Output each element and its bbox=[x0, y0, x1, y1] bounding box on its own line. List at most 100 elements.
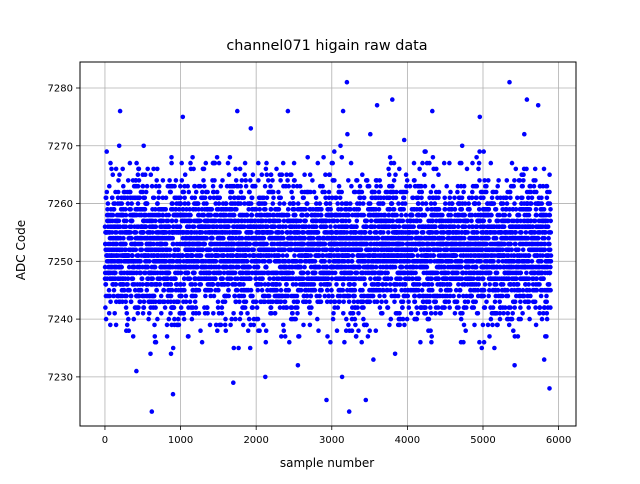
data-point bbox=[184, 300, 189, 305]
data-point bbox=[364, 323, 369, 328]
data-point bbox=[106, 201, 111, 206]
data-point bbox=[120, 201, 125, 206]
data-point bbox=[296, 363, 301, 368]
data-point bbox=[182, 288, 187, 293]
data-point bbox=[368, 300, 373, 305]
data-point bbox=[255, 288, 260, 293]
data-point bbox=[427, 161, 432, 166]
data-point bbox=[388, 282, 393, 287]
data-point bbox=[287, 288, 292, 293]
data-point bbox=[289, 172, 294, 177]
data-point bbox=[349, 161, 354, 166]
data-point bbox=[247, 190, 252, 195]
data-point bbox=[243, 161, 248, 166]
data-point bbox=[236, 346, 241, 351]
data-point bbox=[229, 276, 234, 281]
data-point bbox=[256, 317, 261, 322]
data-point bbox=[168, 248, 173, 253]
data-point bbox=[169, 294, 174, 299]
data-point bbox=[111, 213, 116, 218]
data-point bbox=[429, 334, 434, 339]
data-point bbox=[388, 155, 393, 160]
data-point bbox=[402, 196, 407, 201]
data-point bbox=[452, 196, 457, 201]
data-point bbox=[470, 161, 475, 166]
data-point bbox=[179, 201, 184, 206]
data-point bbox=[108, 323, 113, 328]
data-point bbox=[467, 207, 472, 212]
data-point bbox=[430, 282, 435, 287]
data-point bbox=[220, 276, 225, 281]
data-point bbox=[282, 201, 287, 206]
data-point bbox=[427, 300, 432, 305]
data-point bbox=[197, 311, 202, 316]
data-point bbox=[256, 265, 261, 270]
data-point bbox=[220, 178, 225, 183]
data-point bbox=[393, 288, 398, 293]
data-point bbox=[211, 184, 216, 189]
data-point bbox=[363, 230, 368, 235]
data-point bbox=[238, 184, 243, 189]
data-point bbox=[459, 161, 464, 166]
data-point bbox=[345, 132, 350, 137]
data-point bbox=[470, 196, 475, 201]
data-point bbox=[420, 288, 425, 293]
data-point bbox=[401, 219, 406, 224]
data-point bbox=[330, 294, 335, 299]
data-point bbox=[117, 172, 122, 177]
data-point bbox=[238, 167, 243, 172]
data-point bbox=[455, 271, 460, 276]
data-point bbox=[400, 265, 405, 270]
data-point bbox=[455, 300, 460, 305]
data-point bbox=[143, 207, 148, 212]
data-point bbox=[382, 294, 387, 299]
data-point bbox=[462, 323, 467, 328]
data-point bbox=[215, 328, 220, 333]
data-point bbox=[251, 172, 256, 177]
data-point bbox=[460, 144, 465, 149]
data-point bbox=[303, 207, 308, 212]
data-point bbox=[355, 305, 360, 310]
data-point bbox=[448, 282, 453, 287]
data-point bbox=[170, 219, 175, 224]
data-point bbox=[248, 178, 253, 183]
data-point bbox=[341, 288, 346, 293]
data-point bbox=[465, 230, 470, 235]
data-point bbox=[128, 207, 133, 212]
data-point bbox=[148, 352, 153, 357]
data-point bbox=[478, 115, 483, 120]
data-point bbox=[226, 282, 231, 287]
data-point bbox=[327, 259, 332, 264]
data-point bbox=[234, 207, 239, 212]
data-point bbox=[451, 294, 456, 299]
data-point bbox=[124, 305, 129, 310]
data-point bbox=[461, 340, 466, 345]
data-point bbox=[308, 323, 313, 328]
data-point bbox=[237, 230, 242, 235]
data-point bbox=[377, 178, 382, 183]
data-point bbox=[429, 311, 434, 316]
data-point bbox=[154, 288, 159, 293]
data-point bbox=[199, 282, 204, 287]
data-point bbox=[186, 271, 191, 276]
data-point bbox=[478, 259, 483, 264]
data-point bbox=[410, 213, 415, 218]
data-point bbox=[462, 236, 467, 241]
data-point bbox=[245, 213, 250, 218]
data-point bbox=[293, 317, 298, 322]
data-point bbox=[112, 288, 117, 293]
data-point bbox=[436, 196, 441, 201]
data-point bbox=[365, 178, 370, 183]
data-point bbox=[262, 259, 267, 264]
data-point bbox=[308, 253, 313, 258]
data-point bbox=[224, 328, 229, 333]
data-point bbox=[178, 224, 183, 229]
data-point bbox=[147, 311, 152, 316]
data-point bbox=[385, 271, 390, 276]
data-point bbox=[227, 172, 232, 177]
data-point bbox=[116, 190, 121, 195]
data-point bbox=[310, 178, 315, 183]
data-point bbox=[309, 305, 314, 310]
data-point bbox=[438, 288, 443, 293]
data-point bbox=[377, 294, 382, 299]
